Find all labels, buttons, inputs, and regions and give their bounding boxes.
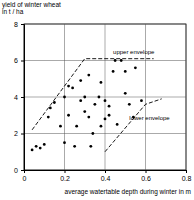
annotation: upper envelope	[113, 49, 155, 55]
data-point	[67, 85, 70, 88]
grid-line-x	[64, 24, 65, 170]
data-point	[79, 99, 82, 102]
tick-label: 4	[14, 94, 18, 101]
data-point	[83, 110, 86, 113]
marks	[31, 59, 162, 152]
data-point	[104, 118, 107, 121]
grid-line-y	[24, 24, 186, 25]
data-point	[73, 145, 76, 148]
x-axis-title: average watertable depth during winter i…	[65, 188, 191, 196]
data-point	[47, 116, 50, 119]
tick: 2	[14, 130, 24, 137]
data-point	[114, 59, 117, 62]
data-point	[100, 125, 103, 128]
data-point	[116, 123, 119, 126]
tick-label: 0.2	[60, 175, 70, 182]
annotation: lower envelope	[129, 115, 170, 121]
tick: 0.2	[60, 170, 70, 182]
data-point	[93, 103, 96, 106]
envelope-line	[105, 99, 162, 152]
tick: 4	[14, 94, 24, 101]
tick-mark	[65, 170, 66, 173]
tick: 0.8	[182, 170, 192, 182]
data-point	[49, 107, 52, 110]
data-point	[89, 145, 92, 148]
plot: 0 0.2 0.4 0.6 0.8 0 2 4 6 8 upper envelope lower en…	[14, 21, 191, 182]
data-point	[87, 74, 90, 77]
tick-mark	[146, 170, 147, 173]
tick-label: 2	[14, 130, 18, 137]
data-point	[112, 70, 115, 73]
data-point	[134, 66, 137, 69]
data-point	[140, 99, 143, 102]
data-point	[79, 79, 82, 82]
axis-line	[21, 25, 25, 171]
data-point	[63, 96, 66, 99]
data-point	[124, 70, 127, 73]
data-point	[87, 116, 90, 119]
data-point	[59, 125, 62, 128]
tick-mark	[21, 24, 24, 25]
data-point	[91, 132, 94, 135]
tick-mark	[186, 170, 187, 173]
data-point	[71, 86, 74, 89]
data-point	[67, 114, 70, 117]
tick-label: 0.8	[182, 175, 192, 182]
grid-line-y	[24, 60, 186, 61]
tick-label: 0.4	[101, 175, 111, 182]
data-point	[120, 59, 123, 62]
grid	[24, 24, 186, 170]
data-point	[108, 105, 111, 108]
data-point	[53, 101, 56, 104]
grid-line-y	[24, 133, 186, 134]
y-axis: 0 2 4 6 8	[14, 21, 24, 174]
tick-label: 0	[23, 175, 27, 182]
x-axis: 0 0.2 0.4 0.6 0.8	[23, 170, 192, 182]
axis-line	[25, 171, 187, 174]
tick-label: 0.6	[141, 175, 151, 182]
data-point	[31, 149, 34, 152]
tick: 0.6	[141, 170, 151, 182]
data-point	[35, 145, 38, 148]
data-point	[83, 96, 86, 99]
tick: 0	[14, 167, 24, 174]
tick-mark	[21, 134, 24, 135]
tick-mark	[105, 170, 106, 173]
data-point	[128, 103, 131, 106]
data-point	[100, 81, 103, 84]
tick-label: 0	[14, 167, 18, 174]
tick-mark	[21, 61, 24, 62]
y-axis-title: in t / ha	[2, 8, 24, 15]
data-point	[39, 147, 42, 150]
tick-label: 6	[14, 57, 18, 64]
data-point	[43, 143, 46, 146]
grid-line-y	[24, 97, 186, 98]
plot-frame	[24, 24, 186, 170]
data-point	[104, 99, 107, 102]
tick: 8	[14, 21, 24, 28]
tick: 0.4	[101, 170, 111, 182]
data-point	[124, 92, 127, 95]
tick-mark	[21, 170, 24, 171]
tick: 0	[23, 170, 27, 182]
data-point	[63, 141, 66, 144]
data-point	[75, 125, 78, 128]
tick: 6	[14, 57, 24, 64]
data-point	[108, 114, 111, 117]
tick-label: 8	[14, 21, 18, 28]
chart: 0 0.2 0.4 0.6 0.8 0 2 4 6 8 upper envelope lower en…	[0, 0, 194, 200]
tick-mark	[21, 97, 24, 98]
data-point	[98, 96, 101, 99]
